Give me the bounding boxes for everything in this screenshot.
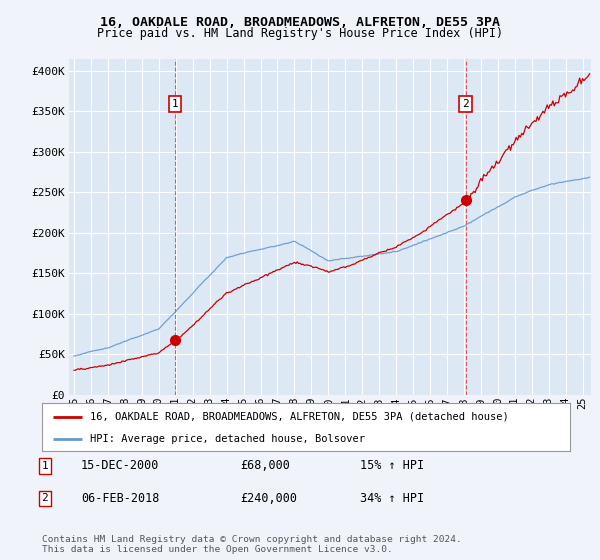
Text: 2: 2 [41,493,49,503]
Text: HPI: Average price, detached house, Bolsover: HPI: Average price, detached house, Bols… [89,434,365,444]
Text: 16, OAKDALE ROAD, BROADMEADOWS, ALFRETON, DE55 3PA: 16, OAKDALE ROAD, BROADMEADOWS, ALFRETON… [100,16,500,29]
Text: 15% ↑ HPI: 15% ↑ HPI [360,459,424,473]
Text: This data is licensed under the Open Government Licence v3.0.: This data is licensed under the Open Gov… [42,545,393,554]
Text: 06-FEB-2018: 06-FEB-2018 [81,492,160,505]
Text: 34% ↑ HPI: 34% ↑ HPI [360,492,424,505]
Text: £68,000: £68,000 [240,459,290,473]
Text: £240,000: £240,000 [240,492,297,505]
Text: 16, OAKDALE ROAD, BROADMEADOWS, ALFRETON, DE55 3PA (detached house): 16, OAKDALE ROAD, BROADMEADOWS, ALFRETON… [89,412,508,422]
Text: 15-DEC-2000: 15-DEC-2000 [81,459,160,473]
Text: Contains HM Land Registry data © Crown copyright and database right 2024.: Contains HM Land Registry data © Crown c… [42,535,462,544]
Text: 2: 2 [462,99,469,109]
Text: Price paid vs. HM Land Registry's House Price Index (HPI): Price paid vs. HM Land Registry's House … [97,27,503,40]
Text: 1: 1 [172,99,178,109]
Text: 1: 1 [41,461,49,471]
